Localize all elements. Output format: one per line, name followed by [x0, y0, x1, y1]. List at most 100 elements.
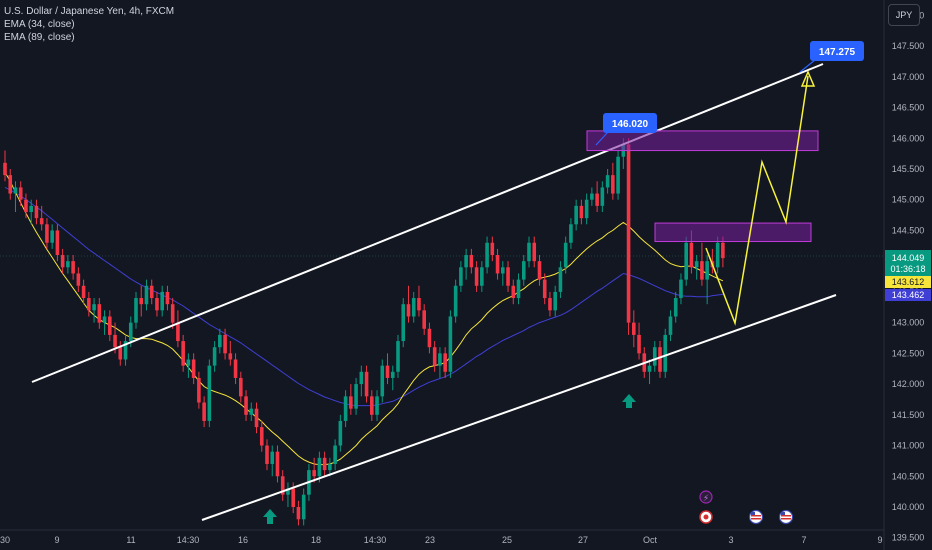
candle	[506, 261, 510, 292]
swing-high-badge[interactable]	[603, 113, 657, 133]
candle	[700, 242, 704, 286]
channel-lower-line[interactable]	[201, 294, 837, 521]
price-tick-label: 140.000	[892, 502, 925, 512]
candle	[616, 150, 620, 200]
bounce-arrow-left	[263, 509, 277, 524]
candle	[469, 248, 474, 274]
candle	[34, 199, 39, 225]
currency-button[interactable]: JPY	[888, 4, 920, 26]
candle	[233, 353, 238, 385]
time-tick-label: 23	[425, 535, 435, 545]
candle	[563, 236, 568, 274]
candle	[385, 353, 390, 385]
candle	[275, 445, 280, 483]
price-tick-label: 146.000	[892, 133, 925, 143]
candle	[92, 298, 96, 323]
candle	[176, 310, 180, 348]
candle	[370, 390, 374, 421]
candle	[202, 396, 206, 428]
time-tick-label: 25	[502, 535, 512, 545]
countdown-text: 01:36:18	[890, 264, 925, 274]
candle	[364, 365, 369, 403]
candle	[396, 334, 400, 378]
event-icons[interactable]: ⚡	[699, 490, 794, 525]
lightning-icon: ⚡	[703, 494, 709, 504]
channel-upper-line[interactable]	[31, 63, 824, 383]
candle	[605, 168, 610, 194]
candle	[495, 248, 500, 280]
candle	[39, 205, 44, 231]
time-tick-label: 14:30	[364, 535, 387, 545]
candle	[239, 371, 243, 403]
candle	[390, 365, 395, 391]
candle	[71, 255, 75, 280]
candle	[480, 261, 484, 292]
candle	[249, 402, 254, 421]
ema-89-legend[interactable]: EMA (89, close)	[4, 32, 75, 43]
candle	[60, 248, 65, 274]
candle	[715, 236, 720, 274]
price-tick-label: 143.000	[892, 318, 925, 328]
time-axis[interactable]: 30 9 11 14:30 16 18 14:30 23 25 27 Oct 3 7 9	[0, 535, 883, 545]
candle	[228, 341, 233, 366]
projection-path[interactable]	[705, 75, 809, 326]
price-tick-label: 146.500	[892, 103, 925, 113]
candle	[207, 359, 212, 428]
candle	[443, 347, 447, 378]
candle	[197, 371, 201, 409]
candle	[160, 285, 164, 317]
candle	[427, 322, 432, 354]
candle	[548, 291, 552, 317]
candle	[600, 181, 605, 213]
candle	[296, 500, 301, 526]
ema-path	[4, 171, 724, 466]
candle	[338, 414, 343, 452]
price-tick-label: 145.500	[892, 164, 925, 174]
target-badge[interactable]	[810, 41, 864, 61]
price-tick-label: 142.500	[892, 348, 925, 358]
bounce-arrow-right	[622, 394, 636, 408]
candle	[359, 365, 364, 397]
time-tick-label: 3	[728, 535, 733, 545]
candle	[265, 439, 269, 471]
candle	[417, 285, 421, 317]
candle	[406, 285, 411, 323]
time-tick-label: 14:30	[177, 535, 200, 545]
chart-legend: U.S. Dollar / Japanese Yen, 4h, FXCM EMA…	[4, 5, 174, 44]
lightning-event-icon[interactable]	[699, 490, 713, 504]
resistance-zone-upper[interactable]	[586, 130, 819, 152]
candle	[684, 236, 688, 286]
time-tick-label: 18	[311, 535, 321, 545]
candle	[45, 218, 49, 249]
candle	[527, 236, 531, 268]
candle	[673, 291, 678, 323]
candle	[658, 341, 662, 378]
time-tick-label: 16	[238, 535, 248, 545]
symbol-title[interactable]: U.S. Dollar / Japanese Yen, 4h, FXCM	[4, 6, 175, 17]
candle	[270, 445, 275, 477]
candle	[139, 285, 144, 317]
candle	[102, 310, 107, 335]
resistance-zone-lower[interactable]	[654, 222, 812, 243]
candles	[3, 138, 725, 526]
candle	[170, 298, 175, 329]
candle	[375, 390, 379, 421]
candle	[511, 279, 516, 305]
projection-arrow-head	[800, 70, 816, 87]
candle	[244, 390, 248, 421]
ascending-channel[interactable]	[31, 63, 837, 521]
time-tick-label: 9	[877, 535, 882, 545]
candle	[333, 439, 337, 471]
candle	[637, 322, 641, 360]
candle	[474, 261, 479, 292]
price-tick-label: 141.500	[892, 410, 925, 420]
price-tags: 144.049 01:36:18 143.612 143.462	[885, 250, 931, 301]
candle	[13, 181, 18, 213]
price-tick-label: 147.000	[892, 72, 925, 82]
candle	[574, 199, 578, 231]
candle	[322, 451, 327, 477]
candle	[595, 181, 599, 213]
candle	[632, 310, 636, 348]
ema-34-legend[interactable]: EMA (34, close)	[4, 19, 75, 30]
